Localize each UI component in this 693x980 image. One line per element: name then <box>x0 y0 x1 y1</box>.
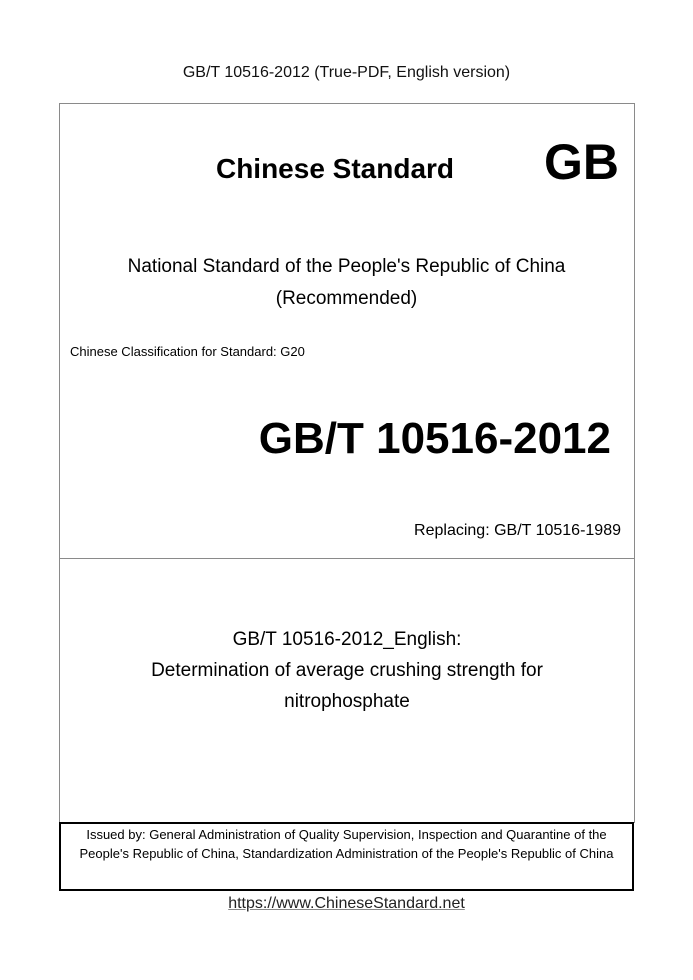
title-line-2: Determination of average crushing streng… <box>151 660 543 681</box>
document-title: GB/T 10516-2012_English: Determination o… <box>60 624 634 717</box>
title-line-1: GB/T 10516-2012_English: <box>232 629 462 650</box>
page-header: GB/T 10516-2012 (True-PDF, English versi… <box>182 64 511 81</box>
issued-by-box: Issued by: General Administration of Qua… <box>59 822 634 891</box>
gb-mark: GB <box>544 134 619 190</box>
cover-divider <box>59 558 635 559</box>
cover-frame <box>59 103 635 823</box>
replacing-note: Replacing: GB/T 10516-1989 <box>414 522 621 539</box>
standard-number: GB/T 10516-2012 <box>258 414 611 463</box>
footer: https://www.ChineseStandard.net <box>0 895 693 913</box>
classification: Chinese Classification for Standard: G20 <box>70 344 305 359</box>
website-link[interactable]: https://www.ChineseStandard.net <box>228 895 465 912</box>
chinese-standard-heading: Chinese Standard <box>215 153 455 184</box>
national-standard-label: National Standard of the People's Republ… <box>0 251 693 315</box>
title-line-3: nitrophosphate <box>284 691 410 712</box>
national-line-1: National Standard of the People's Republ… <box>127 256 566 277</box>
national-line-2: (Recommended) <box>275 288 418 309</box>
